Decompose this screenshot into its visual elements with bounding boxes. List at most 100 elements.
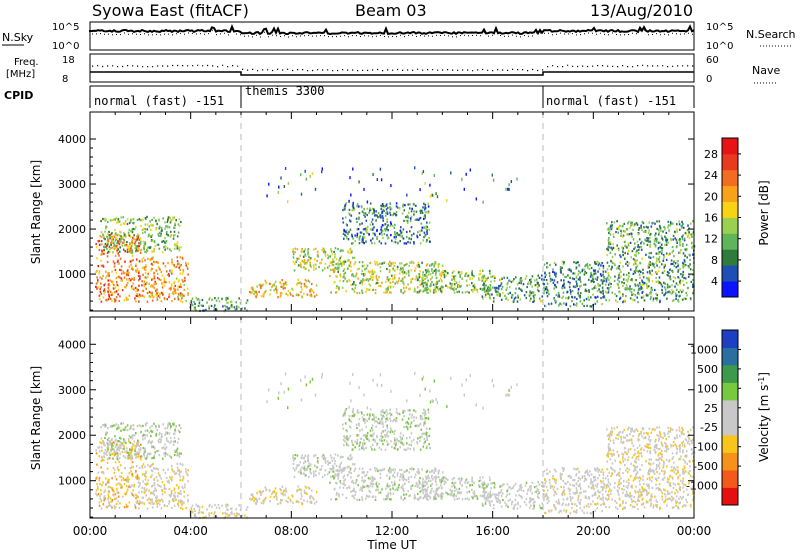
echo-cell <box>303 285 306 288</box>
echo-cell <box>376 178 378 181</box>
echo-cell <box>264 486 267 489</box>
echo-cell <box>421 281 424 284</box>
echo-cell <box>468 291 470 294</box>
echo-cell <box>142 240 145 243</box>
echo-cell <box>334 256 336 259</box>
echo-cell <box>100 235 103 239</box>
echo-cell <box>174 472 176 475</box>
echo-cell <box>648 270 651 273</box>
echo-cell <box>153 216 155 219</box>
echo-cell <box>365 436 367 439</box>
echo-cell <box>643 281 646 285</box>
echo-cell <box>354 239 356 243</box>
echo-cell <box>330 269 332 272</box>
echo-cell <box>413 242 415 245</box>
echo-cell <box>101 250 103 253</box>
echo-cell <box>304 454 307 457</box>
echo-cell <box>302 457 304 460</box>
echo-cell <box>123 506 126 509</box>
echo-cell <box>586 262 589 266</box>
echo-cell <box>123 239 125 242</box>
echo-cell <box>659 227 662 230</box>
echo-cell <box>282 491 285 494</box>
echo-cell <box>166 247 169 250</box>
echo-cell <box>162 293 164 296</box>
echo-cell <box>586 265 589 268</box>
echo-cell <box>634 283 636 286</box>
echo-cell <box>306 500 309 503</box>
echo-cell <box>146 223 149 226</box>
echo-cell <box>561 296 563 300</box>
echo-cell <box>435 270 437 273</box>
echo-cell <box>382 219 384 222</box>
echo-cell <box>637 228 640 231</box>
echo-cell <box>437 266 440 269</box>
echo-cell <box>153 493 156 496</box>
echo-cell <box>292 248 294 251</box>
echo-cell <box>486 287 489 290</box>
echo-cell <box>522 283 525 286</box>
echo-cell <box>392 475 394 478</box>
echo-cell <box>285 490 288 493</box>
echo-cell <box>546 288 549 291</box>
echo-cell <box>384 223 387 226</box>
echo-cell <box>315 474 317 477</box>
echo-cell <box>344 204 346 207</box>
echo-cell <box>328 471 331 474</box>
echo-cell <box>361 280 363 284</box>
echo-cell <box>111 270 113 273</box>
echo-cell <box>561 260 564 263</box>
echo-cell <box>292 454 294 457</box>
echo-cell <box>658 255 661 259</box>
echo-cell <box>171 261 173 264</box>
echo-cell <box>656 227 658 230</box>
echo-cell <box>339 275 342 278</box>
echo-cell <box>624 287 627 290</box>
echo-cell <box>677 269 680 272</box>
echo-cell <box>119 436 121 439</box>
echo-cell <box>285 283 288 286</box>
echo-cell <box>631 293 633 296</box>
echo-cell <box>402 411 404 414</box>
echo-cell <box>577 288 580 291</box>
echo-cell <box>123 428 126 431</box>
echo-cell <box>173 422 176 425</box>
echo-cell <box>626 288 628 291</box>
echo-cell <box>308 487 311 490</box>
echo-cell <box>353 207 356 210</box>
echo-cell <box>130 285 133 288</box>
echo-cell <box>513 297 516 300</box>
echo-cell <box>369 262 371 265</box>
echo-cell <box>618 273 620 277</box>
echo-cell <box>177 492 179 495</box>
echo-cell <box>331 261 334 264</box>
echo-cell <box>256 492 258 495</box>
echo-cell <box>361 222 363 225</box>
echo-cell <box>104 290 106 293</box>
echo-cell <box>95 282 98 285</box>
echo-cell <box>198 301 201 305</box>
echo-cell <box>656 272 658 275</box>
echo-cell <box>658 251 661 254</box>
echo-cell <box>120 484 123 487</box>
echo-cell <box>307 458 309 461</box>
echo-cell <box>169 216 171 219</box>
echo-cell <box>332 470 335 473</box>
echo-cell <box>435 489 437 492</box>
echo-cell <box>602 270 605 273</box>
echo-cell <box>422 290 424 293</box>
echo-cell <box>435 274 437 277</box>
echo-cell <box>428 479 430 483</box>
echo-cell <box>177 499 180 502</box>
echo-cell <box>626 280 629 283</box>
echo-cell <box>692 285 694 288</box>
echo-cell <box>339 466 341 469</box>
echo-cell <box>238 297 240 300</box>
echo-cell <box>142 231 144 235</box>
echo-cell <box>338 259 341 262</box>
echo-cell <box>141 435 144 438</box>
echo-cell <box>652 256 655 259</box>
echo-cell <box>419 210 422 213</box>
echo-cell <box>168 479 170 482</box>
echo-cell <box>255 497 257 500</box>
